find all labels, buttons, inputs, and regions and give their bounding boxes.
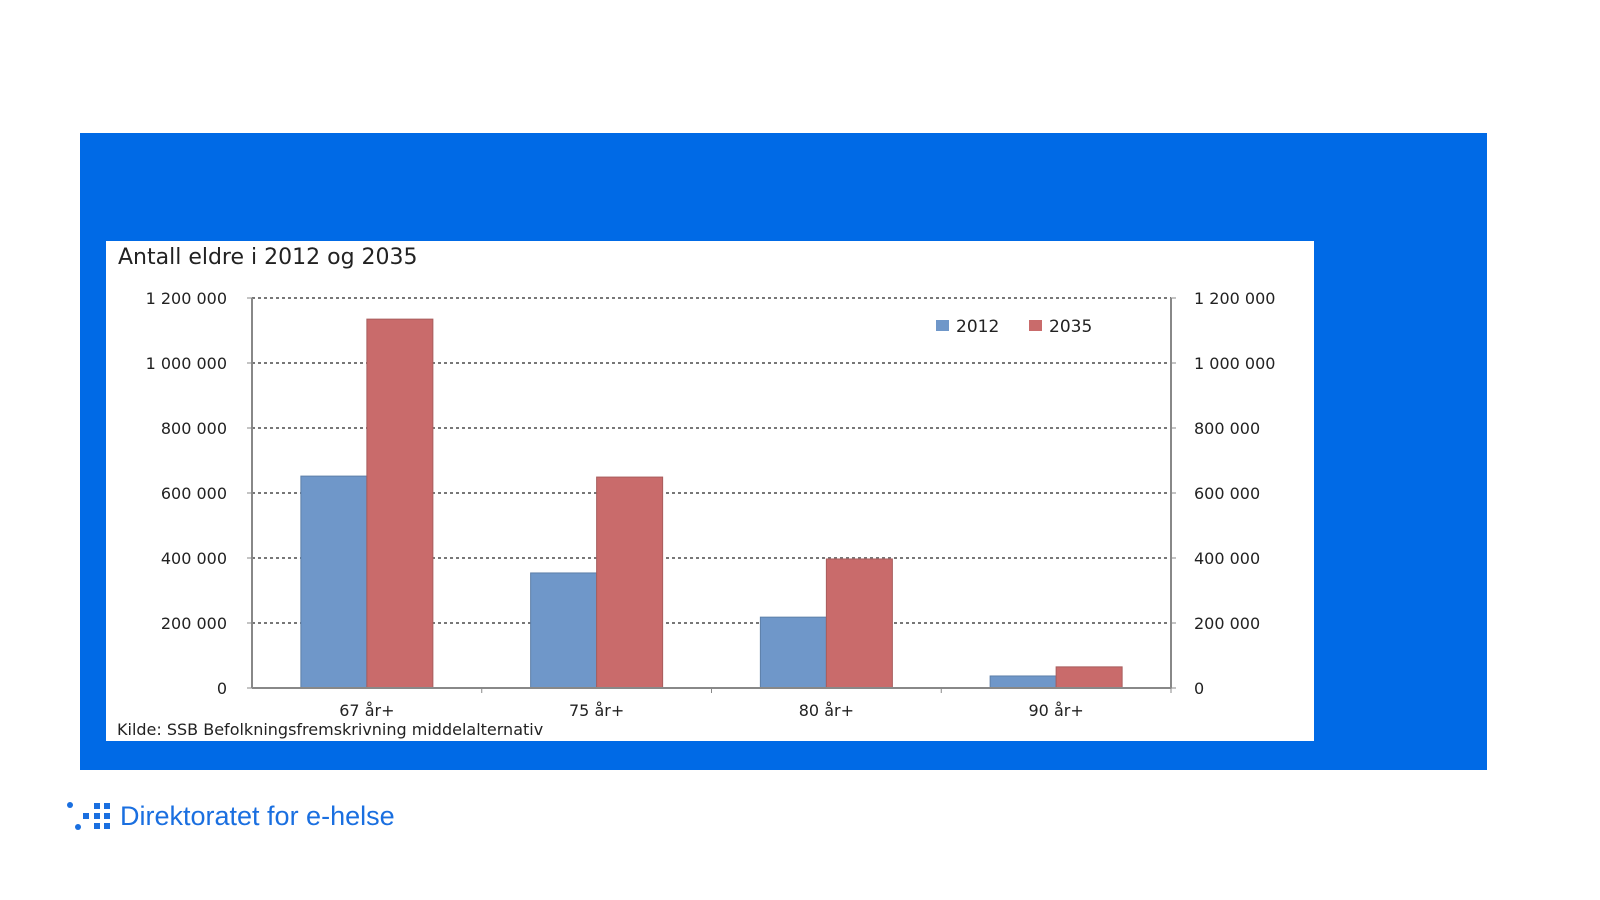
bar-2035-0 bbox=[366, 318, 434, 689]
y-tick-label-right: 1 000 000 bbox=[1194, 354, 1275, 373]
logo-dots-icon bbox=[67, 802, 110, 830]
y-tick-label-left: 800 000 bbox=[161, 419, 227, 438]
y-tick-label-right: 1 200 000 bbox=[1194, 289, 1275, 308]
y-tick-label-left: 200 000 bbox=[161, 614, 227, 633]
bar-2012-0 bbox=[300, 475, 368, 689]
y-tick-label-left: 1 200 000 bbox=[146, 289, 227, 308]
y-tick-label-left: 1 000 000 bbox=[146, 354, 227, 373]
y-tick-label-right: 200 000 bbox=[1194, 614, 1260, 633]
logo: Direktoratet for e-helse bbox=[66, 800, 395, 832]
legend-label-2035: 2035 bbox=[1049, 317, 1092, 337]
logo-text: Direktoratet for e-helse bbox=[120, 800, 395, 831]
x-tick-label: 75 år+ bbox=[569, 701, 624, 720]
bar-2012-3 bbox=[989, 675, 1057, 689]
y-tick-label-left: 400 000 bbox=[161, 549, 227, 568]
chart-source: Kilde: SSB Befolkningsfremskrivning midd… bbox=[117, 720, 544, 739]
bar-2035-2 bbox=[825, 558, 893, 689]
y-tick-label-right: 800 000 bbox=[1194, 419, 1260, 438]
bar-2035-3 bbox=[1055, 666, 1123, 689]
bar-2012-1 bbox=[530, 572, 598, 689]
bar-2012-2 bbox=[759, 616, 827, 689]
x-tick-label: 80 år+ bbox=[799, 701, 854, 720]
bar-2035-1 bbox=[596, 476, 664, 689]
legend-swatch-2035 bbox=[1029, 320, 1042, 331]
chart-title: Antall eldre i 2012 og 2035 bbox=[118, 245, 418, 270]
y-tick-label-left: 600 000 bbox=[161, 484, 227, 503]
legend-label-2012: 2012 bbox=[956, 317, 999, 337]
x-tick-label: 67 år+ bbox=[339, 701, 394, 720]
y-tick-label-right: 400 000 bbox=[1194, 549, 1260, 568]
x-tick-label: 90 år+ bbox=[1029, 701, 1084, 720]
y-tick-label-right: 600 000 bbox=[1194, 484, 1260, 503]
y-tick-label-right: 0 bbox=[1194, 679, 1204, 698]
y-tick-label-left: 0 bbox=[217, 679, 227, 698]
legend-swatch-2012 bbox=[936, 320, 949, 331]
